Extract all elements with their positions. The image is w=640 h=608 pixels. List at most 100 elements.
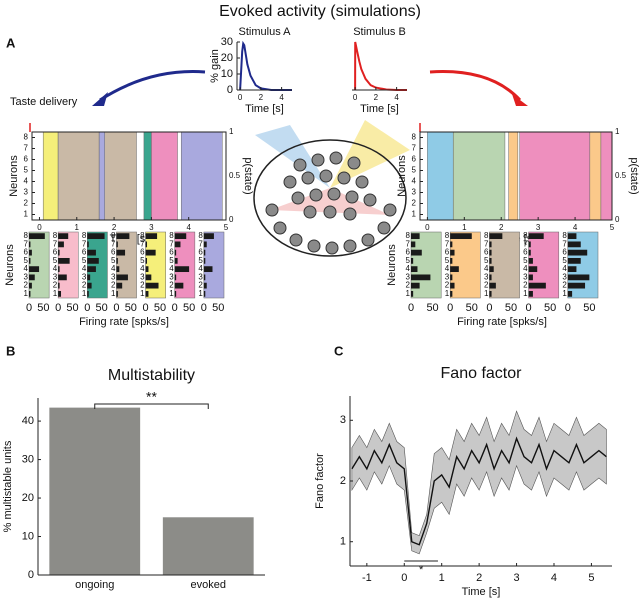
y2-tick-label: 0 <box>615 215 620 224</box>
arrow <box>429 70 522 102</box>
y-tick-label: 8 <box>412 133 417 142</box>
state-interval <box>180 131 223 221</box>
x-tick-label: 0 <box>55 302 61 314</box>
x-tick-label: 0 <box>37 223 42 232</box>
x-tick-label: 0 <box>113 302 119 314</box>
state-interval <box>519 131 591 221</box>
y-axis-label: % gain <box>209 49 221 83</box>
y-tick-label: 1 <box>140 289 145 298</box>
x-tick-label: 0 <box>447 302 453 314</box>
y2-axis-label: p(state) <box>628 157 640 194</box>
bar <box>450 241 453 248</box>
bar <box>489 290 492 297</box>
x-tick-label: 0 <box>353 93 358 102</box>
bar <box>87 249 96 256</box>
y-tick-label: 2 <box>484 281 489 290</box>
x-tick-label: 3 <box>536 223 541 232</box>
y-tick-label: 1 <box>82 289 87 298</box>
bar <box>29 249 32 256</box>
y-tick-label: 5 <box>53 256 58 265</box>
x-tick-label: 50 <box>37 302 49 314</box>
x-tick-label: evoked <box>191 579 226 591</box>
bar <box>411 249 422 256</box>
y-tick-label: 4 <box>111 264 116 273</box>
bar <box>87 290 89 297</box>
y-tick-label: 6 <box>111 248 116 257</box>
x-tick-label: 4 <box>551 572 557 584</box>
y-tick-label: 2 <box>169 281 174 290</box>
bar <box>567 290 573 297</box>
y-tick-label: 8 <box>53 231 58 240</box>
y-tick-label: 3 <box>53 272 58 281</box>
y-tick-label: 4 <box>24 177 29 186</box>
x-tick-label: 50 <box>466 302 478 314</box>
significance-bracket <box>94 403 209 409</box>
y-axis-label: Neurons <box>8 155 20 197</box>
y-tick-label: 7 <box>140 239 145 248</box>
x-tick-label: 2 <box>259 93 264 102</box>
y-tick-label: 1 <box>24 210 29 219</box>
y-tick-label: 5 <box>198 256 203 265</box>
line <box>239 40 292 91</box>
y-tick-label: 6 <box>562 248 567 257</box>
y-tick-label: 6 <box>406 248 411 257</box>
y-tick-label: 4 <box>24 264 29 273</box>
x-tick-label: 4 <box>394 93 399 102</box>
bar <box>145 290 149 297</box>
panel-background <box>57 231 79 299</box>
state-interval <box>143 131 152 221</box>
x-tick-label: 5 <box>224 223 229 232</box>
line <box>351 436 607 546</box>
x-tick-label: 50 <box>583 302 595 314</box>
y-tick-label: 1 <box>484 289 489 298</box>
bar <box>489 266 494 273</box>
line <box>354 41 407 91</box>
bar <box>29 282 32 289</box>
arrowhead <box>92 92 108 106</box>
y-tick-label: 3 <box>24 188 29 197</box>
bar <box>29 266 40 273</box>
y-tick-label: 7 <box>82 239 87 248</box>
y2-axis-label: p(state) <box>242 157 254 194</box>
bar <box>87 257 99 264</box>
y-axis-label: Neurons <box>396 155 408 197</box>
bar <box>450 266 459 273</box>
bar <box>87 241 89 248</box>
y-tick-label: 1 <box>340 536 346 548</box>
bar <box>116 233 130 240</box>
y-tick-label: 8 <box>406 231 411 240</box>
x-tick-label: 50 <box>505 302 517 314</box>
bar <box>203 274 206 281</box>
y-tick-label: 1 <box>412 210 417 219</box>
y-tick-label: 5 <box>406 256 411 265</box>
panel-label: B <box>6 343 15 358</box>
y-tick-label: 1 <box>111 289 116 298</box>
bar <box>450 274 453 281</box>
y-tick-label: 3 <box>140 272 145 281</box>
bar <box>116 257 118 264</box>
y-tick-label: 6 <box>169 248 174 257</box>
y-tick-label: 4 <box>562 264 567 273</box>
y-tick-label: 3 <box>445 272 450 281</box>
bar <box>567 241 581 248</box>
bar <box>411 257 414 264</box>
bar <box>145 282 159 289</box>
x-tick-label: 0 <box>425 223 430 232</box>
y-tick-label: 4 <box>169 264 174 273</box>
state-interval <box>508 131 519 221</box>
bar <box>528 257 533 264</box>
bar <box>87 274 91 281</box>
bar <box>174 290 177 297</box>
bar <box>49 407 141 575</box>
y-tick-label: 6 <box>24 155 29 164</box>
bar <box>58 241 64 248</box>
significance-label: ** <box>146 389 157 405</box>
bar <box>116 266 120 273</box>
y-tick-label: 10 <box>22 530 34 542</box>
x-tick-label: 0 <box>401 572 407 584</box>
bar <box>203 282 207 289</box>
bar <box>203 290 206 297</box>
y-tick-label: 20 <box>221 52 233 64</box>
y-tick-label: 7 <box>406 239 411 248</box>
